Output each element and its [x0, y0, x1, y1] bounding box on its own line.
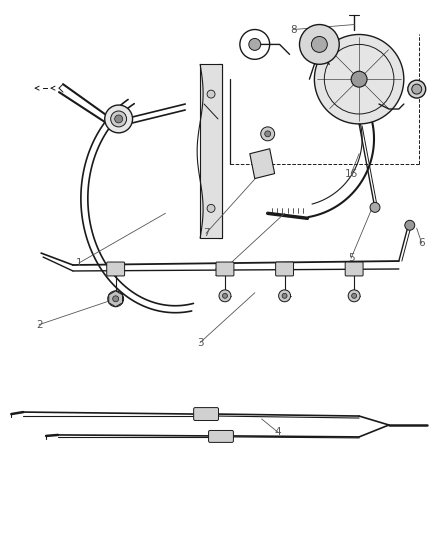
Text: 2: 2: [36, 320, 42, 329]
Text: 7: 7: [203, 228, 209, 238]
Circle shape: [115, 115, 123, 123]
Circle shape: [249, 38, 261, 51]
Circle shape: [111, 111, 127, 127]
Circle shape: [219, 290, 231, 302]
Circle shape: [370, 203, 380, 212]
Circle shape: [300, 25, 339, 64]
Circle shape: [108, 291, 124, 307]
Text: 16: 16: [345, 168, 358, 179]
FancyBboxPatch shape: [194, 408, 219, 421]
Circle shape: [405, 220, 415, 230]
Circle shape: [412, 84, 422, 94]
FancyBboxPatch shape: [208, 431, 233, 442]
Circle shape: [279, 290, 290, 302]
FancyBboxPatch shape: [276, 262, 293, 276]
Text: 4: 4: [274, 427, 281, 437]
Circle shape: [408, 80, 426, 98]
Text: 6: 6: [418, 238, 425, 248]
Text: 8: 8: [290, 25, 297, 35]
Text: 5: 5: [348, 253, 354, 263]
Text: 3: 3: [197, 337, 203, 348]
Circle shape: [348, 290, 360, 302]
Circle shape: [314, 35, 404, 124]
Circle shape: [113, 296, 119, 302]
Circle shape: [352, 293, 357, 298]
Circle shape: [282, 293, 287, 298]
Circle shape: [223, 293, 227, 298]
Text: 1: 1: [76, 258, 82, 268]
FancyBboxPatch shape: [345, 262, 363, 276]
Text: 15: 15: [213, 268, 226, 278]
Circle shape: [105, 105, 133, 133]
FancyBboxPatch shape: [107, 262, 124, 276]
Polygon shape: [109, 291, 123, 307]
Polygon shape: [200, 64, 222, 238]
Polygon shape: [250, 149, 275, 179]
Circle shape: [311, 36, 327, 52]
Circle shape: [207, 90, 215, 98]
Circle shape: [261, 127, 275, 141]
FancyBboxPatch shape: [216, 262, 234, 276]
Circle shape: [265, 131, 271, 137]
Circle shape: [207, 204, 215, 212]
Circle shape: [351, 71, 367, 87]
